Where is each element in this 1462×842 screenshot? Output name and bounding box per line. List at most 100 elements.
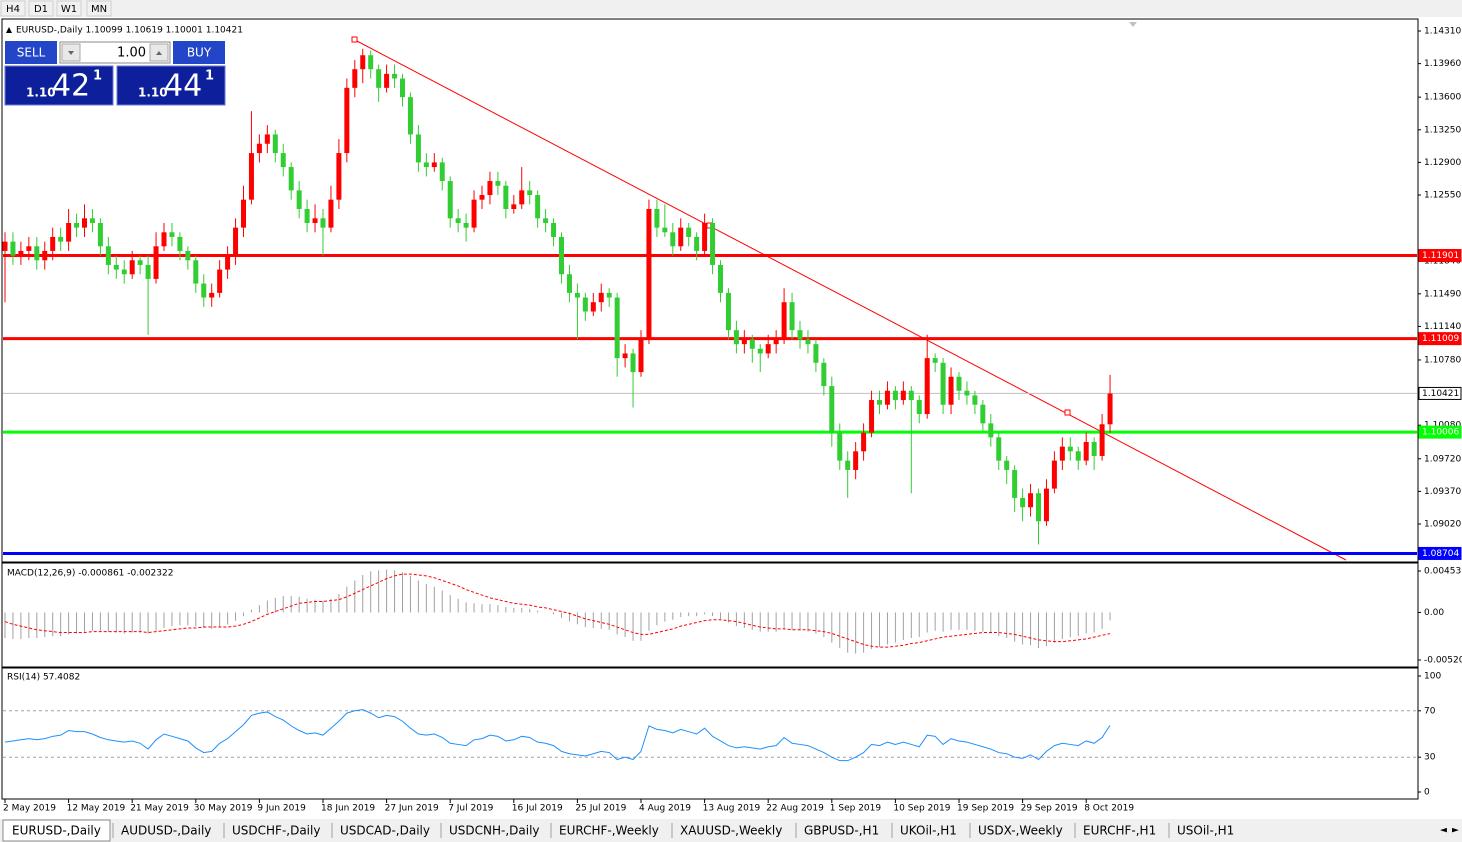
candle-body — [2, 241, 8, 251]
timeframe-label[interactable]: W1 — [61, 4, 77, 15]
candle-body — [733, 330, 739, 345]
tab[interactable]: USDCAD-,Daily — [340, 824, 430, 838]
chart-title: MACD(12,26,9) -0.000861 -0.002322 — [7, 569, 173, 579]
trend-anchor — [351, 36, 358, 43]
candle-body — [646, 209, 652, 340]
tab[interactable]: EURCHF-,Weekly — [559, 824, 659, 838]
timeframe-label[interactable]: H4 — [6, 4, 20, 15]
timeframe-label[interactable]: MN — [91, 4, 107, 15]
tab[interactable]: XAUUSD-,Weekly — [680, 824, 782, 838]
x-tick-label: 9 Jun 2019 — [257, 804, 306, 814]
candle-body — [932, 358, 938, 363]
candle-body — [74, 222, 80, 228]
candle-body — [535, 195, 541, 219]
candle-body — [217, 269, 223, 293]
y-tick-label: 1.09370 — [1424, 487, 1461, 497]
candle-body — [662, 227, 668, 233]
candle-body — [757, 348, 763, 354]
rsi-line — [4, 709, 1111, 762]
y-tick-label: 30 — [1424, 753, 1436, 763]
timeframe-button[interactable] — [56, 0, 82, 17]
candle-body — [495, 181, 501, 186]
y-tick-label: 1.10780 — [1424, 355, 1461, 365]
candle-body — [606, 292, 612, 298]
level-label: 1.11009 — [1422, 334, 1459, 344]
candle-body — [264, 134, 270, 144]
x-tick-label: 13 Aug 2019 — [703, 804, 761, 814]
buy-button[interactable] — [173, 41, 225, 64]
candle-body — [352, 69, 358, 88]
x-tick-label: 25 Jul 2019 — [575, 804, 626, 814]
tab[interactable]: UKOil-,H1 — [900, 824, 957, 838]
candle-body — [1083, 441, 1089, 461]
level-label-box — [1418, 249, 1462, 263]
pips[interactable]: 42 — [52, 69, 90, 104]
scroll-left[interactable]: ◄ — [1440, 826, 1447, 836]
y-tick-label: 0.00 — [1424, 608, 1444, 618]
candle-body — [423, 162, 429, 168]
lot-input[interactable] — [59, 41, 171, 64]
candle-body — [201, 283, 207, 298]
x-tick-label: 16 Jul 2019 — [512, 804, 563, 814]
scroll-right[interactable]: ► — [1452, 826, 1459, 836]
candle-body — [272, 134, 278, 154]
level-label-box — [1418, 546, 1462, 560]
tab[interactable]: AUDUSD-,Daily — [121, 824, 211, 838]
y-tick-label: 0.004535 — [1424, 567, 1462, 577]
sell-button[interactable] — [5, 41, 57, 64]
tab[interactable]: USDX-,Weekly — [978, 824, 1063, 838]
candle-body — [1028, 493, 1034, 508]
big-figure[interactable]: 1.10 — [138, 86, 168, 100]
tab[interactable]: EURUSD-,Daily — [12, 824, 101, 838]
level-label: 1.08704 — [1422, 549, 1459, 559]
x-tick-label: 12 May 2019 — [67, 804, 126, 814]
main-panel — [1, 18, 1419, 563]
candle-body — [161, 232, 167, 247]
candle-body — [121, 269, 127, 275]
candle-body — [686, 227, 692, 237]
buy-label[interactable]: BUY — [187, 46, 212, 60]
candle-body — [10, 241, 16, 256]
x-tick-label: 10 Sep 2019 — [893, 804, 950, 814]
y-tick-label: 1.14310 — [1424, 26, 1461, 36]
candle-body — [670, 232, 676, 247]
tab[interactable]: USOil-,H1 — [1177, 824, 1234, 838]
candle-body — [543, 218, 549, 223]
candle-body — [42, 250, 48, 261]
sell-label[interactable]: SELL — [17, 46, 46, 60]
candle-body — [972, 395, 978, 405]
candle-body — [400, 78, 405, 98]
y-tick-label: 1.13600 — [1424, 93, 1461, 103]
candle-body — [702, 222, 708, 251]
candle-body — [900, 390, 906, 401]
pips[interactable]: 44 — [164, 69, 202, 104]
timeframe-button[interactable] — [86, 0, 112, 17]
big-figure[interactable]: 1.10 — [26, 86, 56, 100]
y-tick-label: 1.13250 — [1424, 125, 1461, 135]
tab[interactable]: EURCHF-,H1 — [1083, 824, 1156, 838]
timeframe-button[interactable] — [0, 0, 26, 17]
y-tick-label: 100 — [1424, 671, 1441, 681]
pip-fraction[interactable]: 1 — [93, 69, 102, 84]
active-tab[interactable] — [2, 819, 111, 842]
tab[interactable]: USDCNH-,Daily — [449, 824, 540, 838]
tab[interactable]: GBPUSD-,H1 — [804, 824, 879, 838]
lot-value[interactable]: 1.00 — [117, 46, 146, 61]
candle-body — [749, 339, 755, 349]
tab[interactable]: USDCHF-,Daily — [232, 824, 320, 838]
candle-body — [34, 246, 40, 261]
price-box[interactable] — [4, 65, 114, 106]
pip-fraction[interactable]: 1 — [205, 69, 214, 84]
macd-signal — [4, 573, 1111, 648]
candle-body — [924, 358, 930, 415]
x-tick-label: 21 May 2019 — [130, 804, 189, 814]
candle-body — [320, 218, 326, 228]
x-tick-label: 18 Jun 2019 — [321, 804, 375, 814]
chart-title: RSI(14) 57.4082 — [7, 673, 80, 683]
timeframe-button[interactable] — [28, 0, 54, 17]
toolbar — [0, 0, 1462, 17]
timeframe-label[interactable]: D1 — [34, 4, 48, 15]
price-box[interactable] — [116, 65, 226, 106]
level-label-box — [1418, 425, 1462, 439]
